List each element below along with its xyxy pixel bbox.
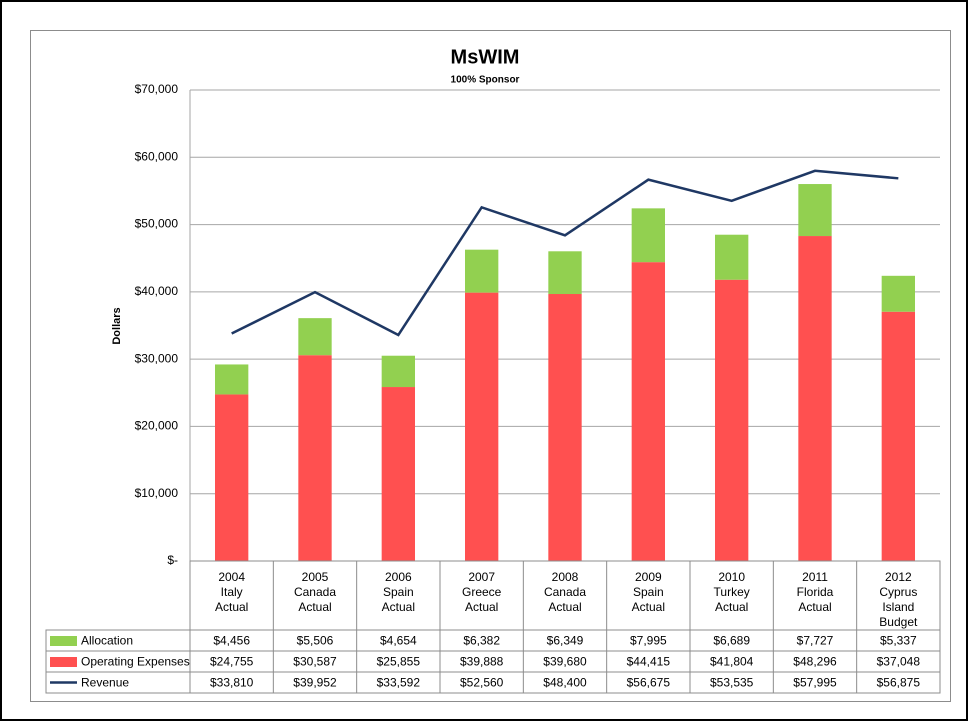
table-value: $53,535 (710, 676, 754, 690)
x-tick-label: Turkey (714, 585, 750, 599)
table-value: $52,560 (460, 676, 504, 690)
table-value: $6,689 (713, 634, 750, 648)
bar (881, 311, 915, 561)
table-value: $4,654 (380, 634, 417, 648)
x-tick-label: Florida (797, 585, 834, 599)
table-value: $48,400 (543, 676, 587, 690)
x-tick-label: 2011 (802, 570, 828, 584)
bar (215, 394, 249, 561)
x-tick-label: 2006 (385, 570, 412, 584)
table-value: $37,048 (877, 655, 921, 669)
x-tick-label: 2008 (552, 570, 579, 584)
x-tick-label: Budget (879, 615, 918, 629)
x-tick-label: Spain (383, 585, 414, 599)
x-tick-label: Island (882, 600, 914, 614)
table-value: $33,592 (377, 676, 421, 690)
table-value: $39,680 (543, 655, 587, 669)
table-value: $7,727 (797, 634, 834, 648)
x-tick-label: Actual (382, 600, 415, 614)
table-value: $30,587 (293, 655, 337, 669)
y-tick-label: $70,000 (135, 82, 179, 96)
table-value: $25,855 (377, 655, 421, 669)
x-tick-label: 2009 (635, 570, 662, 584)
table-row (45, 671, 941, 694)
bar (548, 294, 582, 561)
bar (548, 251, 582, 295)
x-tick-label: Actual (548, 600, 581, 614)
x-tick-label: 2005 (302, 570, 329, 584)
chart-subtitle: 100% Sponsor (451, 75, 520, 86)
table-value: $56,875 (877, 676, 921, 690)
table-value: $4,456 (213, 634, 250, 648)
x-tick-label: Actual (798, 600, 831, 614)
legend-label: Operating Expenses (81, 655, 190, 669)
x-tick-label: Canada (294, 585, 336, 599)
table-value: $6,382 (463, 634, 500, 648)
y-tick-label: $50,000 (135, 217, 179, 231)
bar (298, 318, 332, 356)
y-tick-label: $30,000 (135, 351, 179, 365)
x-tick-label: Actual (465, 600, 498, 614)
table-value: $56,675 (627, 676, 671, 690)
legend-label: Revenue (81, 676, 129, 690)
table-value: $33,810 (210, 676, 254, 690)
y-tick-label: $60,000 (135, 149, 179, 163)
bar (298, 355, 332, 561)
x-tick-label: Actual (215, 600, 248, 614)
x-tick-label: Actual (715, 600, 748, 614)
table-value: $7,995 (630, 634, 667, 648)
y-tick-label: $40,000 (135, 284, 179, 298)
y-axis-label: Dollars (111, 307, 123, 344)
bar (798, 184, 832, 237)
table-value: $6,349 (547, 634, 584, 648)
x-tick-label: 2010 (718, 570, 745, 584)
table-value: $24,755 (210, 655, 254, 669)
table-value: $44,415 (627, 655, 671, 669)
y-tick-label: $10,000 (135, 486, 179, 500)
chart-title: MsWIM (451, 46, 520, 68)
table-value: $5,337 (880, 634, 917, 648)
legend-label: Allocation (81, 634, 133, 648)
table-value: $48,296 (793, 655, 837, 669)
legend-swatch (50, 657, 77, 667)
x-tick-label: Actual (632, 600, 665, 614)
bar (465, 249, 499, 293)
x-tick-label: Italy (221, 585, 243, 599)
bar (381, 387, 415, 561)
x-tick-label: Spain (633, 585, 664, 599)
legend-swatch (50, 636, 77, 646)
table-value: $39,952 (293, 676, 337, 690)
bar (798, 236, 832, 561)
table-value: $41,804 (710, 655, 754, 669)
bar (715, 234, 749, 280)
x-tick-label: 2007 (468, 570, 495, 584)
table-value: $39,888 (460, 655, 504, 669)
x-tick-label: Actual (298, 600, 331, 614)
bar (631, 262, 665, 561)
x-tick-label: Greece (462, 585, 502, 599)
y-tick-label: $- (167, 553, 178, 567)
bar (381, 355, 415, 388)
x-tick-label: Cyprus (879, 585, 917, 599)
x-tick-label: 2012 (885, 570, 912, 584)
table-value: $57,995 (793, 676, 837, 690)
bar (881, 275, 915, 312)
bar (631, 208, 665, 263)
bar (465, 292, 499, 561)
x-tick-label: Canada (544, 585, 586, 599)
bar (715, 279, 749, 561)
bar (215, 364, 249, 395)
line (231, 169, 899, 337)
table-value: $5,506 (297, 634, 334, 648)
x-tick-label: 2004 (218, 570, 245, 584)
y-tick-label: $20,000 (135, 419, 179, 433)
